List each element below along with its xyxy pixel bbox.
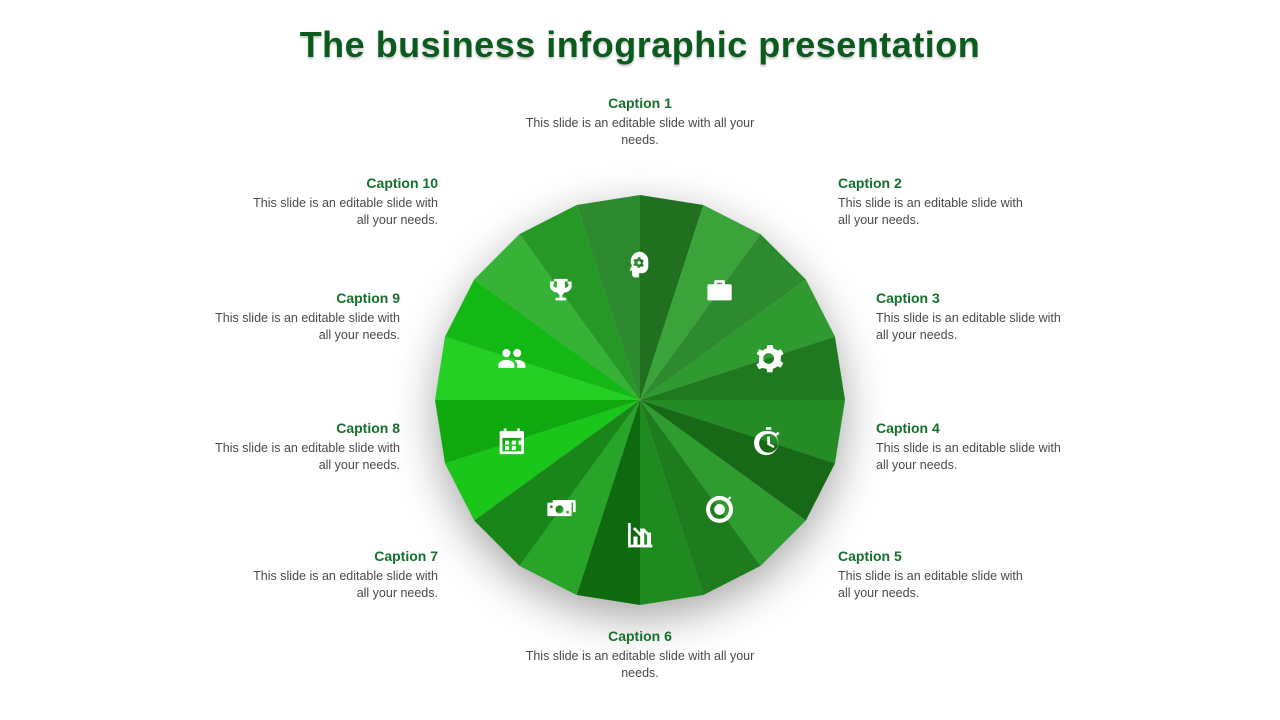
caption-9: Caption 9 This slide is an editable slide…	[200, 290, 400, 344]
slide-title: The business infographic presentation	[0, 24, 1280, 66]
caption-2: Caption 2 This slide is an editable slide…	[838, 175, 1038, 229]
caption-title: Caption 1	[520, 95, 760, 111]
caption-title: Caption 9	[200, 290, 400, 306]
caption-4: Caption 4 This slide is an editable slide…	[876, 420, 1076, 474]
caption-title: Caption 2	[838, 175, 1038, 191]
caption-title: Caption 7	[238, 548, 438, 564]
caption-body: This slide is an editable slide with all…	[838, 568, 1038, 602]
caption-title: Caption 8	[200, 420, 400, 436]
target-icon	[706, 496, 733, 523]
caption-title: Caption 3	[876, 290, 1076, 306]
caption-3: Caption 3 This slide is an editable slide…	[876, 290, 1076, 344]
caption-6: Caption 6 This slide is an editable slide…	[520, 628, 760, 682]
caption-8: Caption 8 This slide is an editable slide…	[200, 420, 400, 474]
caption-title: Caption 10	[238, 175, 438, 191]
caption-body: This slide is an editable slide with all…	[876, 310, 1076, 344]
caption-1: Caption 1 This slide is an editable slide…	[520, 95, 760, 149]
caption-body: This slide is an editable slide with all…	[876, 440, 1076, 474]
caption-title: Caption 6	[520, 628, 760, 644]
caption-body: This slide is an editable slide with all…	[238, 195, 438, 229]
slide: { "title": "The business infographic pre…	[0, 0, 1280, 720]
caption-title: Caption 4	[876, 420, 1076, 436]
caption-7: Caption 7 This slide is an editable slide…	[238, 548, 438, 602]
caption-body: This slide is an editable slide with all…	[520, 115, 760, 149]
decagon-wheel	[425, 185, 855, 615]
caption-title: Caption 5	[838, 548, 1038, 564]
caption-body: This slide is an editable slide with all…	[520, 648, 760, 682]
caption-body: This slide is an editable slide with all…	[200, 440, 400, 474]
caption-body: This slide is an editable slide with all…	[200, 310, 400, 344]
caption-body: This slide is an editable slide with all…	[838, 195, 1038, 229]
caption-10: Caption 10 This slide is an editable slid…	[238, 175, 438, 229]
caption-5: Caption 5 This slide is an editable slide…	[838, 548, 1038, 602]
caption-body: This slide is an editable slide with all…	[238, 568, 438, 602]
